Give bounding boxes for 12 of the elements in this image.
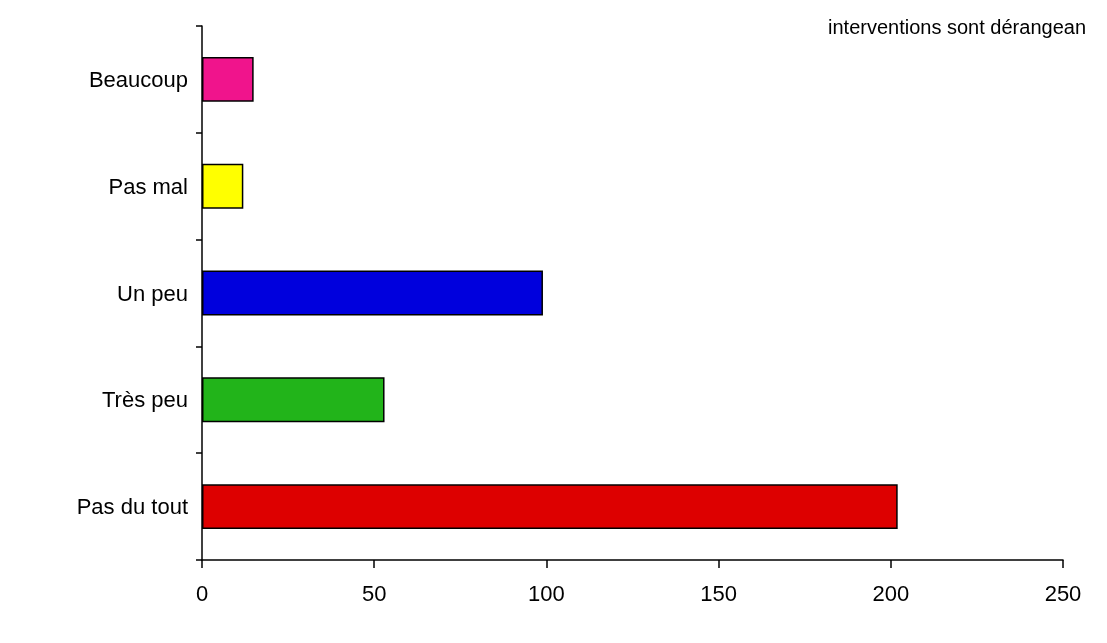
x-tick-label: 250 <box>1044 580 1082 606</box>
x-tick-label: 0 <box>195 580 209 606</box>
y-tick-label: Beaucoup <box>88 66 188 92</box>
y-tick-label: Pas mal <box>108 173 188 199</box>
y-tick-label: Un peu <box>117 280 188 306</box>
y-tick-label: Pas du tout <box>76 494 188 520</box>
x-tick-label: 200 <box>872 580 910 606</box>
x-tick-label: 50 <box>361 580 387 606</box>
x-tick-label: 150 <box>700 580 737 606</box>
chart-title: interventions sont dérangean <box>828 16 1087 38</box>
x-tick-label: 100 <box>528 580 565 606</box>
y-tick-label: Très peu <box>101 387 188 413</box>
